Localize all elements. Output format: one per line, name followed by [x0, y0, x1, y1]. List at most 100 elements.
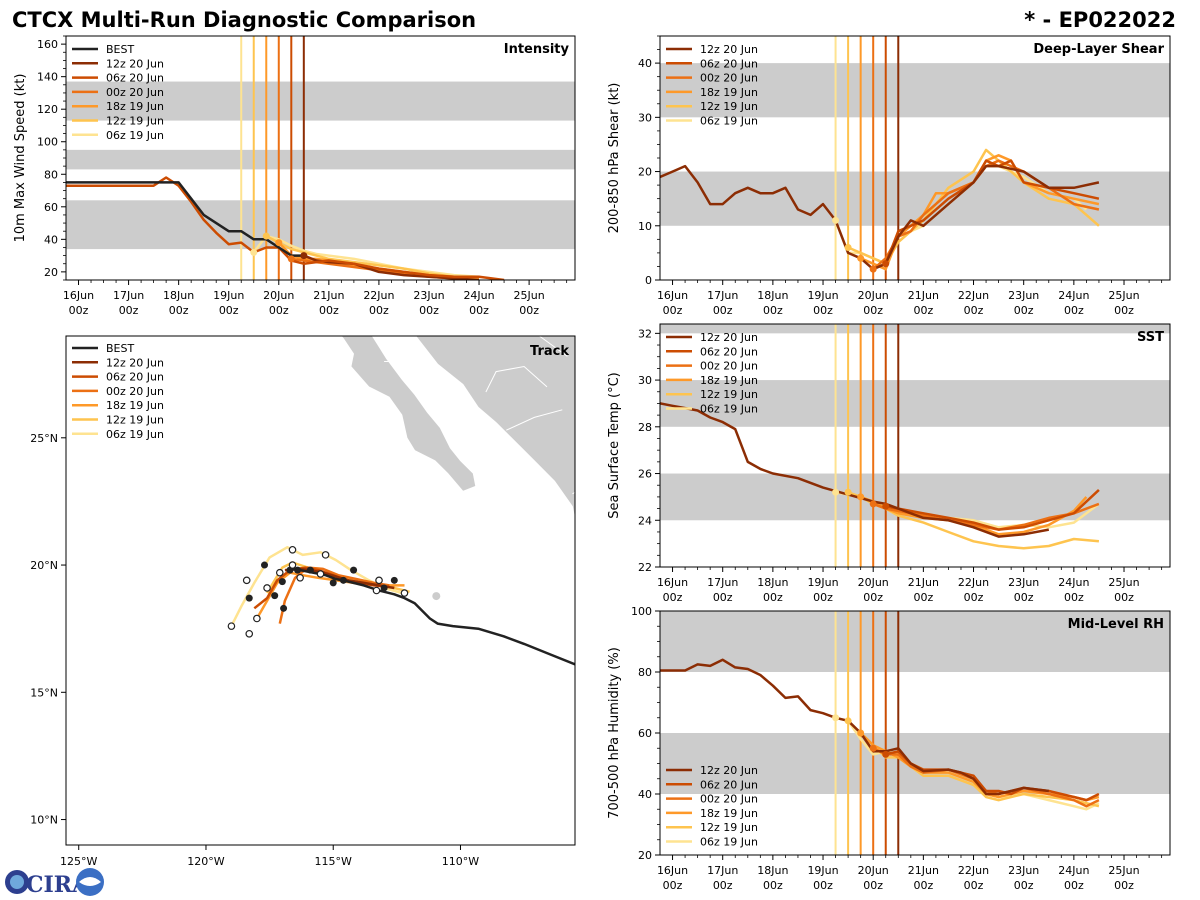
rh-legend-label: 06z 19 Jun	[700, 836, 758, 849]
shear-legend-label: 12z 20 Jun	[700, 43, 758, 56]
sst-ylabel: Sea Surface Temp (°C)	[607, 372, 622, 519]
track-xtick-label: 125°W	[60, 855, 97, 868]
shear-xtick-label-hour: 00z	[1114, 304, 1134, 317]
rh-xtick-label-hour: 00z	[713, 879, 733, 892]
sst-legend-label: 06z 20 Jun	[700, 345, 758, 358]
sst-xtick-label-date: 20Jun	[858, 576, 889, 589]
sst-legend-label: 12z 20 Jun	[700, 331, 758, 344]
rh-xtick-label-hour: 00z	[1014, 879, 1034, 892]
cira-logo-badge-mark	[79, 877, 101, 886]
shear-xtick-label-date: 18Jun	[757, 289, 788, 302]
shear-xtick-label-date: 16Jun	[657, 289, 688, 302]
track-baja-land	[340, 336, 477, 492]
track-state-border-6	[539, 336, 568, 357]
track-position-marker-filled	[261, 561, 269, 569]
shear-start-dot-06z-19-Jun	[832, 216, 840, 224]
track-state-border-4	[572, 491, 575, 495]
track-series-BEST	[289, 567, 575, 666]
sst-ytick-label: 32	[638, 327, 652, 340]
intensity-panel-label: Intensity	[504, 42, 570, 57]
shear-start-dot-06z-20-Jun	[882, 260, 890, 268]
intensity-xtick-label-date: 20Jun	[263, 289, 294, 302]
shear-ytick-label: 0	[645, 274, 652, 287]
rh-legend-label: 06z 20 Jun	[700, 778, 758, 791]
sst-plot-area	[660, 324, 1100, 567]
sst-xtick-label-hour: 00z	[913, 591, 933, 604]
rh-xtick-label-date: 19Jun	[807, 864, 838, 877]
track-position-marker-open	[321, 551, 330, 559]
shear-legend-label: 12z 19 Jun	[700, 100, 758, 113]
track-position-marker-filled	[390, 576, 398, 584]
track-mainland-land	[415, 336, 575, 557]
rh-xtick-label-date: 18Jun	[757, 864, 788, 877]
rh-legend-label: 12z 20 Jun	[700, 764, 758, 777]
intensity-start-dot-12z-19-Jun	[262, 232, 270, 240]
sst-panel-label: SST	[1137, 330, 1164, 345]
sst-xtick-label-date: 24Jun	[1058, 576, 1089, 589]
sst-frame	[659, 323, 1171, 568]
rh-start-dot-18z-19-Jun	[857, 729, 865, 737]
track-ytick-label: 10°N	[30, 814, 58, 827]
sst-legend-label: 06z 19 Jun	[700, 403, 758, 416]
rh-start-dot-06z-20-Jun	[882, 750, 890, 758]
sst-band-2	[660, 324, 1170, 334]
shear-xtick-label-hour: 00z	[913, 304, 933, 317]
track-state-border-3	[506, 409, 563, 431]
rh-legend-label: 00z 20 Jun	[700, 793, 758, 806]
intensity-xtick-label-hour: 00z	[219, 304, 239, 317]
track-position-marker-filled	[306, 566, 314, 574]
shear-series-12z-20-Jun	[660, 164, 1100, 271]
rh-xtick-label-hour: 00z	[663, 879, 683, 892]
intensity-ytick-label: 120	[37, 103, 58, 116]
shear-plot-area	[660, 36, 1100, 280]
sst-start-dot-06z-20-Jun	[882, 502, 890, 510]
track-position-marker-filled	[294, 566, 302, 574]
track-xtick-label: 115°W	[315, 855, 352, 868]
shear-ytick-label: 30	[638, 111, 652, 124]
shear-ytick-label: 20	[638, 166, 652, 179]
shear-legend-label: 18z 19 Jun	[700, 86, 758, 99]
track-ytick-label: 15°N	[30, 686, 58, 699]
track-legend-label: 18z 19 Jun	[106, 399, 164, 412]
intensity-xtick-label-hour: 00z	[169, 304, 189, 317]
sst-start-dot-18z-19-Jun	[857, 493, 865, 501]
sst-legend-label: 00z 20 Jun	[700, 360, 758, 373]
shear-band-1	[660, 63, 1170, 118]
shear-xtick-label-date: 25Jun	[1108, 289, 1139, 302]
sst-ytick-label: 22	[638, 561, 652, 574]
sst-xtick-label-hour: 00z	[863, 591, 883, 604]
rh-start-dot-12z-19-Jun	[844, 717, 852, 725]
track-legend-label: 06z 19 Jun	[106, 428, 164, 441]
sst-ytick-label: 26	[638, 468, 652, 481]
intensity-xtick-label-date: 16Jun	[63, 289, 94, 302]
rh-xtick-label-hour: 00z	[964, 879, 984, 892]
track-panel: 10°N 15°N 20°N 25°N 125°W 120°W 115°W 110°W Trac…	[30, 335, 576, 868]
sst-xtick-label-hour: 00z	[1014, 591, 1034, 604]
intensity-band-0	[66, 200, 575, 250]
rh-ytick-label: 40	[638, 788, 652, 801]
intensity-xtick-label-hour: 00z	[319, 304, 339, 317]
track-position-marker-open	[288, 545, 297, 554]
track-ytick-label: 20°N	[30, 559, 58, 572]
track-position-marker-open	[263, 584, 271, 592]
rh-xtick-label-hour: 00z	[863, 879, 883, 892]
track-series-00z-20-Jun	[278, 566, 390, 624]
shear-xtick-label-hour: 00z	[663, 304, 683, 317]
sst-start-dot-06z-19-Jun	[832, 488, 840, 496]
rh-start-dot-00z-20-Jun	[869, 744, 877, 752]
sst-xtick-label-hour: 00z	[813, 591, 833, 604]
intensity-start-dot-00z-20-Jun	[287, 255, 295, 263]
sst-xtick-label-hour: 00z	[1064, 591, 1084, 604]
sst-xtick-label-hour: 00z	[763, 591, 783, 604]
shear-band-0	[660, 171, 1170, 226]
intensity-xtick-label-date: 18Jun	[163, 289, 194, 302]
intensity-xtick-label-date: 21Jun	[313, 289, 344, 302]
shear-panel-label: Deep-Layer Shear	[1033, 42, 1164, 57]
figure-title: CTCX Multi-Run Diagnostic Comparison	[12, 8, 476, 32]
track-position-marker-filled	[245, 594, 253, 602]
sst-xtick-label-date: 18Jun	[757, 576, 788, 589]
rh-ylabel: 700-500 hPa Humidity (%)	[607, 647, 622, 819]
shear-xtick-label-hour: 00z	[863, 304, 883, 317]
intensity-start-dot-18z-19-Jun	[275, 239, 283, 247]
intensity-ytick-label: 40	[44, 233, 58, 246]
